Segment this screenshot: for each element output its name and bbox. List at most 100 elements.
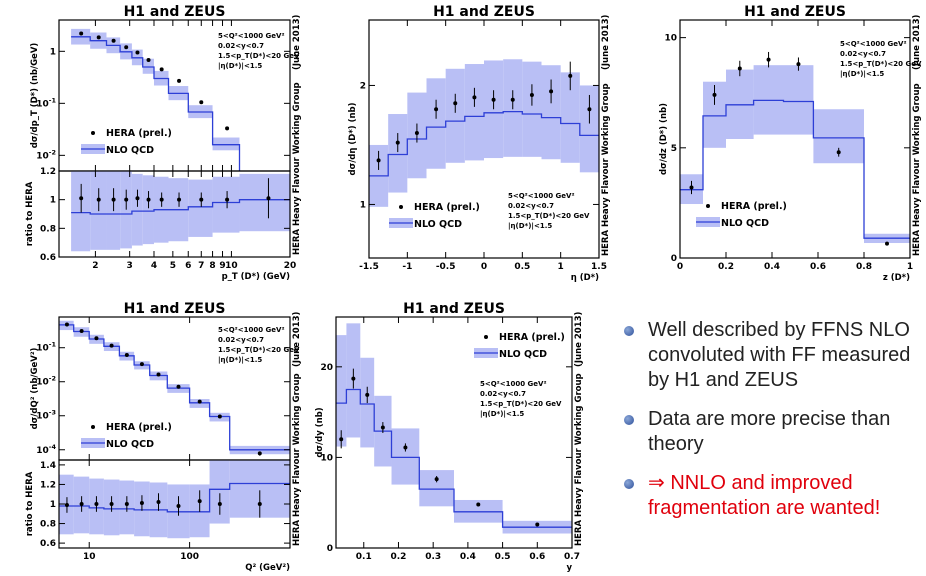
data-point (135, 50, 140, 55)
legend-data: HERA (prel.) (106, 422, 172, 433)
y-tick-label: 0 (671, 254, 677, 264)
data-point (159, 67, 164, 72)
cut-text: 0.02<y<0.7 (218, 336, 264, 344)
bullet-item: ⇒ NNLO and improved fragmentation are wa… (624, 471, 920, 521)
data-point (587, 107, 592, 112)
data-point (491, 97, 496, 102)
x-tick-label: 0.5 (514, 262, 530, 272)
data-point (712, 92, 717, 97)
data-point (124, 197, 129, 202)
y-axis-label: dσ/dQ² (nb/GeV²) (30, 347, 40, 429)
bullet-text: Well described by FFNS NLO convoluted wi… (648, 319, 911, 391)
plot-area (680, 51, 910, 246)
data-point (885, 241, 889, 246)
nlo-uncertainty-band (703, 81, 726, 148)
bullet-item: Well described by FFNS NLO convoluted wi… (624, 318, 920, 393)
data-point (257, 451, 262, 456)
y-tick-label: 5 (671, 144, 677, 154)
cut-text: 0.02<y<0.7 (508, 202, 554, 210)
cut-text: 1.5<p_T(D*)<20 GeV (218, 346, 300, 354)
data-point (766, 57, 771, 62)
y-tick-label: 1 (50, 500, 56, 510)
y-tick-label: 0.8 (40, 224, 56, 234)
cut-text: 1.5<p_T(D*)<20 GeV (480, 400, 562, 408)
x-axis-label: Q² (GeV²) (245, 563, 290, 573)
cut-text: 5<Q²<1000 GeV² (508, 192, 575, 200)
data-point (266, 196, 271, 201)
data-point (146, 58, 151, 63)
data-point (225, 197, 230, 202)
data-point (111, 197, 116, 202)
x-tick-label: 2 (92, 261, 98, 271)
data-point (94, 336, 99, 341)
nlo-uncertainty-band (142, 175, 154, 245)
plot-frame (58, 170, 291, 258)
nlo-uncertainty-band (212, 137, 240, 151)
side-label: HERA Heavy Flavour Working Group (574, 373, 584, 546)
data-point (434, 477, 439, 482)
x-tick-label: -0.5 (436, 262, 456, 272)
y-tick-label: 10 (320, 453, 333, 463)
data-point (476, 502, 481, 507)
chart-q2: 10-4 10-3 10-2 10-1 0.6 0.8 1 1.2 1.4 10 100 ratio … (25, 301, 302, 573)
x-tick-label: -1.5 (359, 262, 379, 272)
x-tick-label: 10 (83, 552, 96, 562)
x-tick-label: 1.5 (591, 262, 607, 272)
data-point (135, 196, 140, 201)
x-tick-label: 1 (558, 262, 564, 272)
ratio-label: ratio to HERA (25, 181, 35, 246)
side-date: (June 2013) (574, 311, 584, 367)
plot-frame (679, 19, 911, 259)
plot-area (59, 320, 290, 456)
data-point (197, 399, 202, 404)
data-point (380, 425, 385, 430)
legend-nlo: NLO QCD (721, 218, 769, 229)
ratio-label: ratio to HERA (25, 471, 35, 536)
cut-text: |η(D*)|<1.5 (508, 222, 552, 231)
x-tick-label: 0.4 (460, 552, 476, 562)
nlo-uncertainty-band (188, 179, 213, 237)
data-point (156, 500, 161, 505)
side-label: HERA Heavy Flavour Working Group (601, 83, 611, 256)
y-axis-label: dσ/dy (nb) (315, 407, 325, 457)
x-tick-label: 3 (127, 261, 133, 271)
x-tick-label: 7 (198, 261, 204, 271)
chart-title: H1 and ZEUS (124, 301, 226, 317)
cut-text: 0.02<y<0.7 (840, 50, 886, 58)
x-tick-label: 0.3 (425, 552, 441, 562)
data-point (796, 62, 801, 67)
data-point (111, 38, 116, 43)
chart-title: H1 and ZEUS (744, 4, 846, 20)
x-tick-label: 100 (180, 552, 199, 562)
y-axis-label: dσ/dz (D*) (nb) (659, 103, 669, 175)
data-point (529, 92, 534, 97)
data-point (177, 78, 182, 83)
legend-nlo: NLO QCD (499, 349, 547, 360)
side-label: HERA Heavy Flavour Working Group (292, 373, 302, 546)
legend-marker (706, 204, 710, 208)
data-point (124, 353, 129, 358)
x-tick-label: 4 (151, 261, 157, 271)
data-point (124, 45, 129, 50)
y-axis-label: dσ/dη (D*) (nb) (348, 102, 358, 175)
x-tick-label: 9 (219, 261, 225, 271)
y-tick-label: 20 (320, 363, 333, 373)
y-tick-label: 1.4 (40, 461, 56, 471)
y-tick-label: 10-3 (36, 409, 56, 422)
side-label: HERA Heavy Flavour Working Group (912, 83, 922, 256)
x-tick-label: 0.2 (390, 552, 406, 562)
x-tick-label: 0.6 (529, 552, 545, 562)
data-point (403, 445, 408, 450)
y-tick-label: 10-1 (36, 341, 56, 354)
y-tick-label: 0.6 (40, 253, 56, 263)
nlo-uncertainty-band (783, 65, 814, 135)
data-point (472, 95, 477, 100)
data-point (535, 522, 540, 527)
bullet-item: Data are more precise than theory (624, 407, 920, 457)
side-label: HERA Heavy Flavour Working Group (292, 82, 302, 255)
y-tick-label: 10 (664, 34, 677, 44)
y-tick-label: 10-1 (36, 96, 56, 109)
data-point (64, 502, 69, 507)
legend-marker (399, 205, 403, 209)
